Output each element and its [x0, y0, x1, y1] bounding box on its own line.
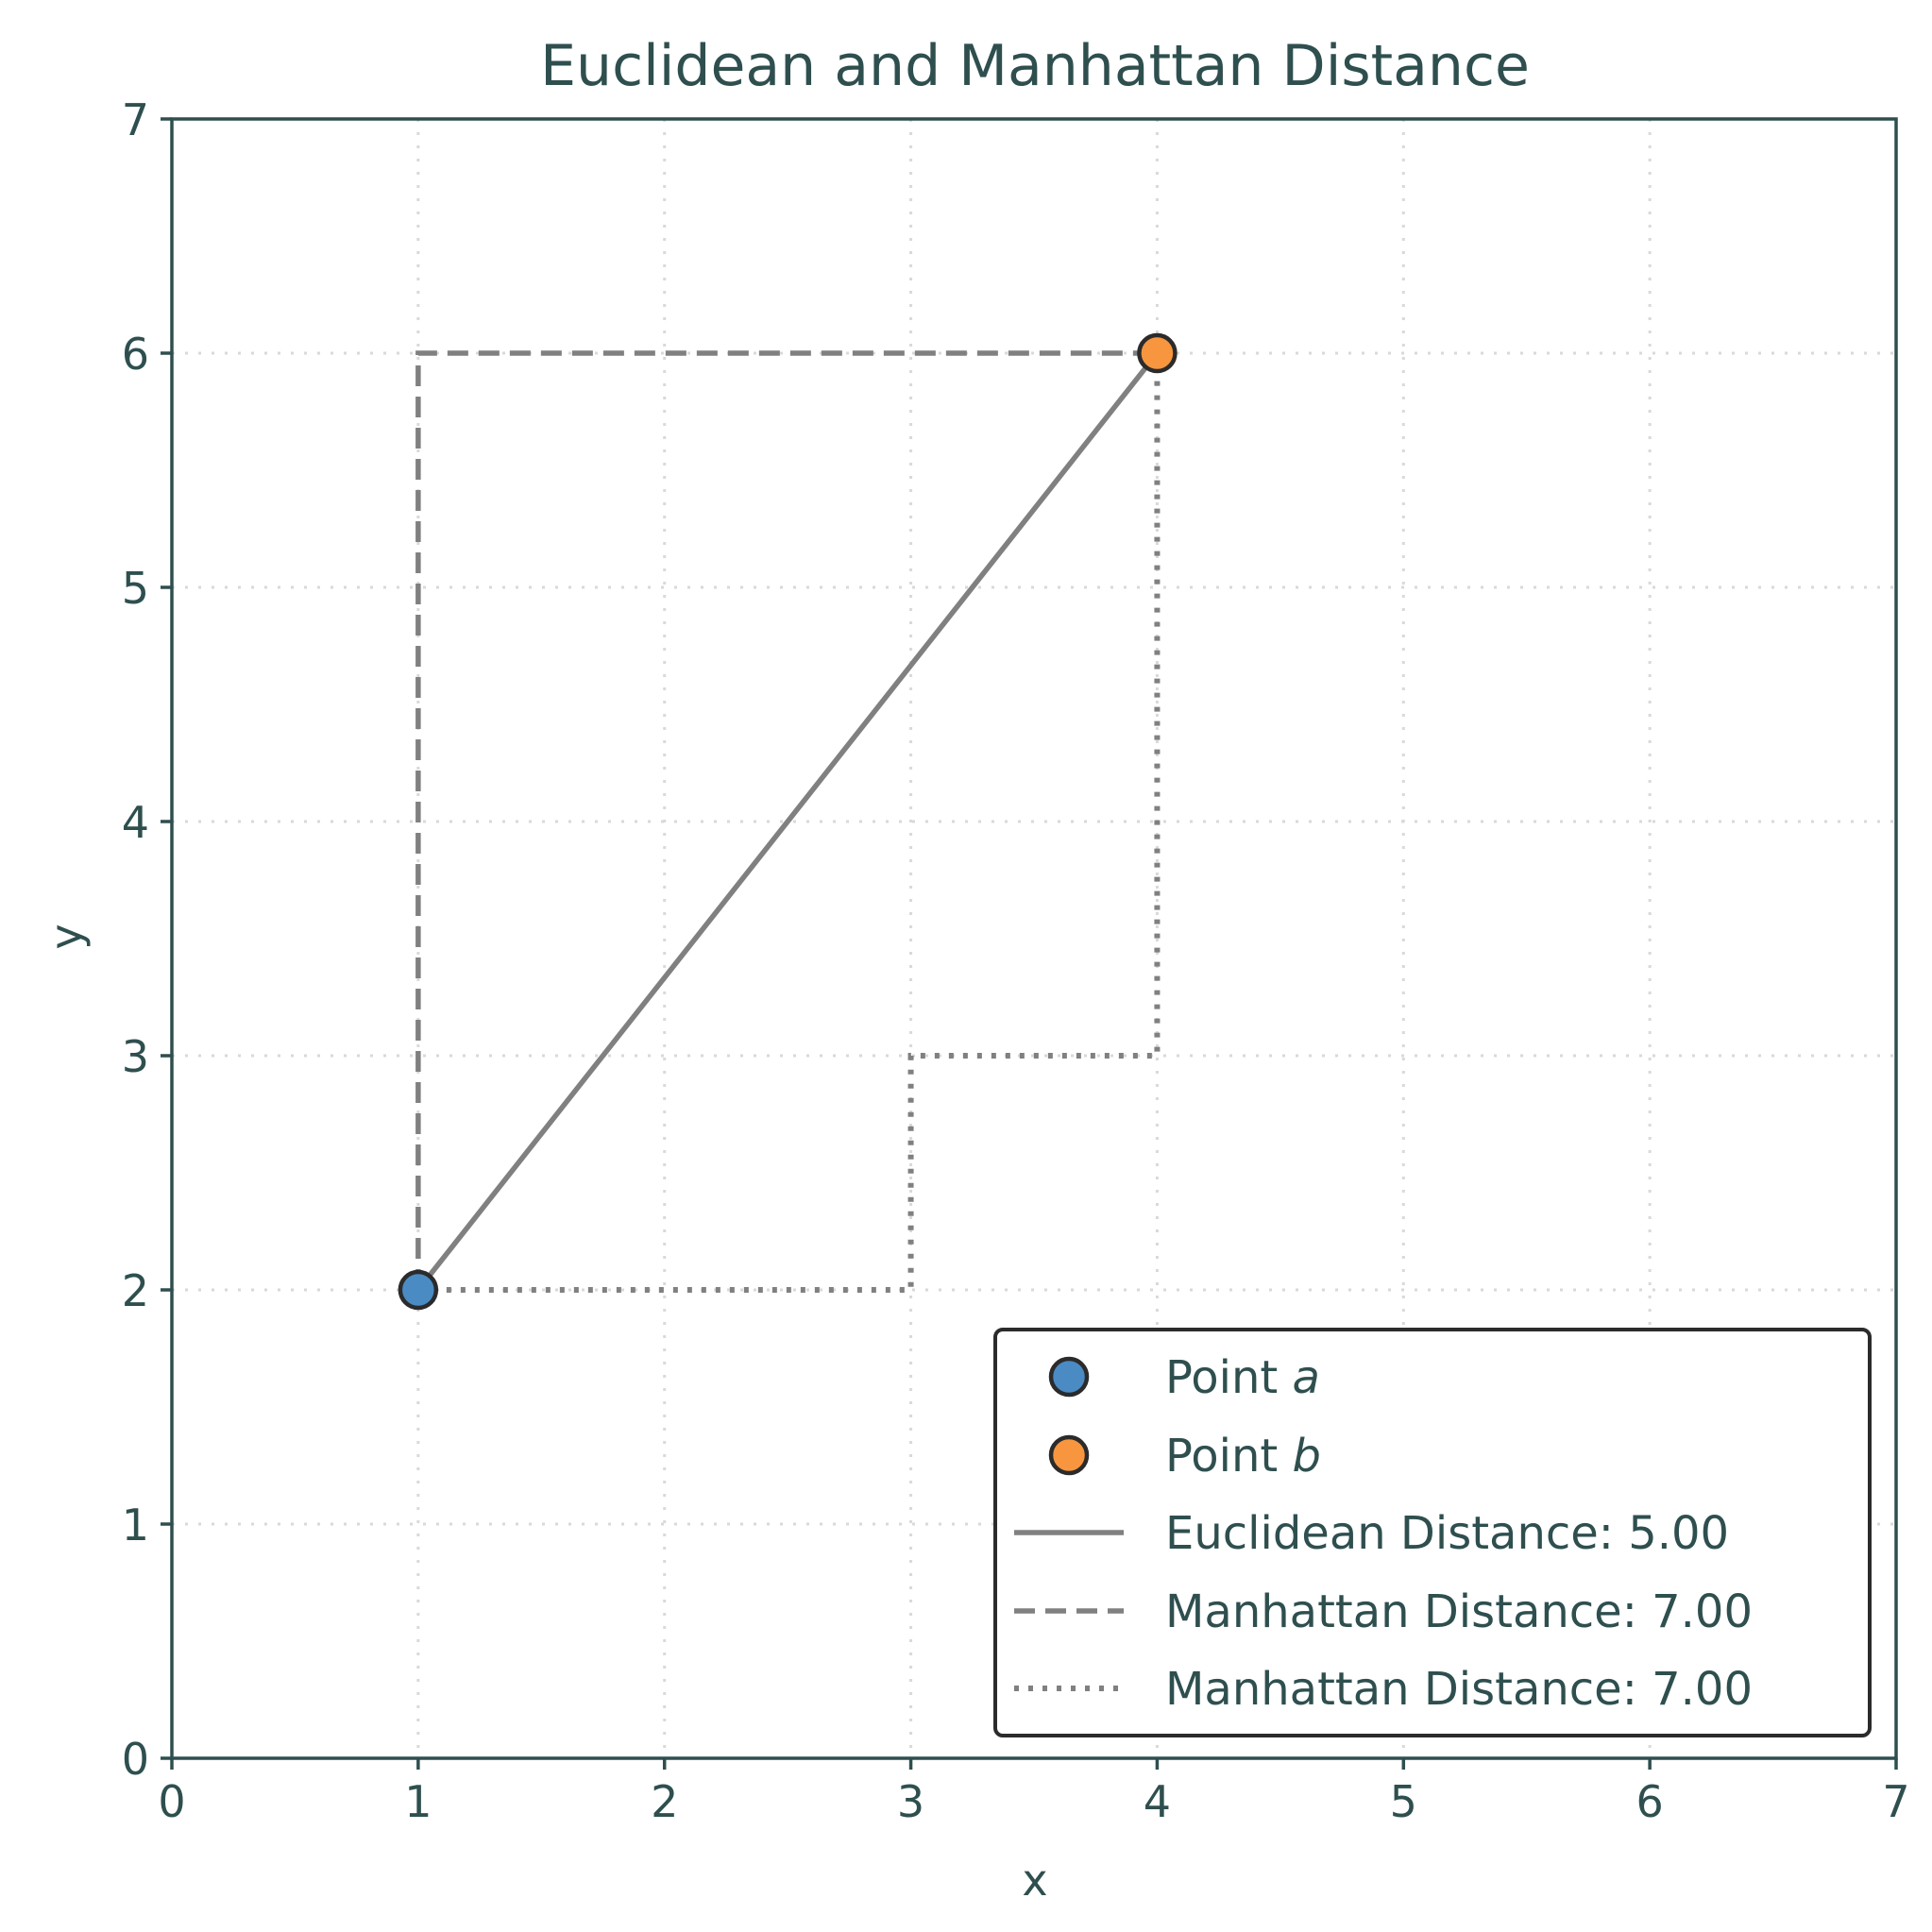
legend-marker-point-a	[1048, 1356, 1090, 1398]
legend-label-variable: a	[1292, 1351, 1319, 1404]
y-tick-label: 7	[122, 94, 149, 145]
axis-ticks: 0 1 2 3 4 5 6 7 0 1 2 3 4 5 6 7	[122, 94, 1910, 1827]
legend-marker-point-b	[1048, 1434, 1090, 1476]
y-axis-label: y	[41, 924, 92, 949]
legend-label-prefix: Point	[1165, 1351, 1292, 1404]
x-tick-label: 1	[404, 1776, 432, 1827]
data-point-b	[1137, 332, 1178, 374]
y-tick-label: 2	[122, 1265, 149, 1316]
x-tick-label: 3	[897, 1776, 924, 1827]
y-tick-label: 0	[122, 1734, 149, 1785]
plot-frame	[170, 117, 1898, 1760]
x-tick-label: 7	[1882, 1776, 1909, 1827]
y-tick-label: 1	[122, 1500, 149, 1551]
x-tick-label: 2	[651, 1776, 678, 1827]
x-tick-label: 5	[1390, 1776, 1417, 1827]
y-tick-label: 6	[122, 329, 149, 380]
legend-label-variable: b	[1292, 1430, 1320, 1483]
x-tick-label: 6	[1636, 1776, 1664, 1827]
points-layer	[398, 332, 1178, 1311]
legend-label-dotted: Manhattan Distance: 7.00	[1165, 1663, 1753, 1716]
series-line-dashed	[415, 350, 1158, 1290]
legend-box	[993, 1328, 1872, 1737]
series-line-solid	[415, 351, 1160, 1292]
legend-label-dashed: Manhattan Distance: 7.00	[1165, 1585, 1753, 1638]
legend-label-solid: Euclidean Distance: 5.00	[1165, 1507, 1729, 1560]
legend-label-point-a: Point a	[1165, 1351, 1320, 1404]
series-layer	[415, 350, 1161, 1293]
x-tick-label: 0	[158, 1776, 185, 1827]
y-tick-label: 5	[122, 563, 149, 614]
y-tick-label: 3	[122, 1031, 149, 1082]
legend-label-prefix: Point	[1165, 1430, 1292, 1483]
data-point-a	[398, 1269, 439, 1311]
x-axis-label: x	[1022, 1855, 1047, 1906]
y-tick-label: 4	[122, 797, 149, 848]
series-line-dotted	[417, 353, 1161, 1293]
chart-title: Euclidean and Manhattan Distance	[540, 33, 1530, 99]
legend-label-point-b: Point b	[1165, 1430, 1321, 1483]
x-tick-label: 4	[1144, 1776, 1171, 1827]
